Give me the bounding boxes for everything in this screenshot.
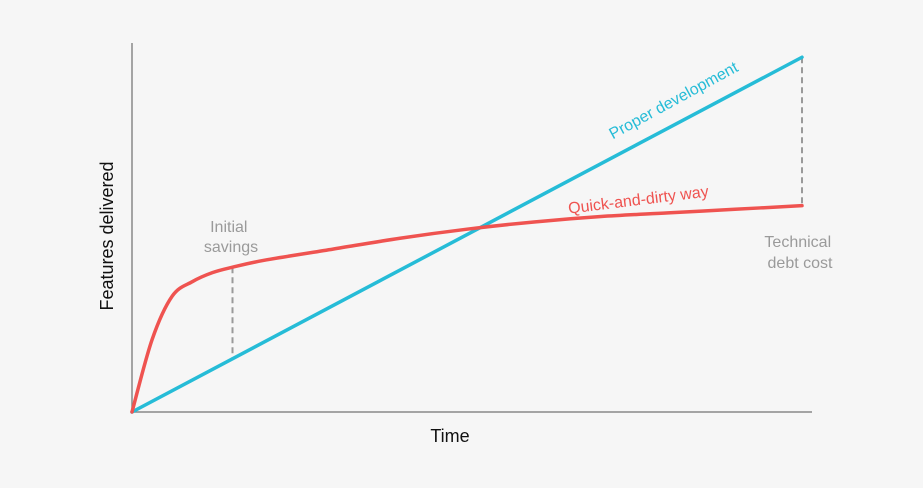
- series-line-proper-development: [130, 55, 804, 414]
- axes: [131, 43, 812, 413]
- x-axis-label: Time: [430, 426, 469, 446]
- annotation-dashes: [231, 57, 803, 359]
- annotation-debt-line-1: Technical: [764, 234, 831, 251]
- annotation-initial-line-1: Initial: [210, 219, 247, 236]
- series-lines: [130, 55, 804, 414]
- annotation-initial-line-2: savings: [204, 239, 258, 256]
- annotation-technical-debt-cost: Technical debt cost: [764, 234, 835, 272]
- y-axis-label: Features delivered: [97, 161, 117, 310]
- series-line-quick-and-dirty-way: [130, 203, 804, 414]
- annotation-debt-line-2: debt cost: [768, 255, 833, 272]
- annotation-initial-savings: Initial savings: [204, 219, 258, 256]
